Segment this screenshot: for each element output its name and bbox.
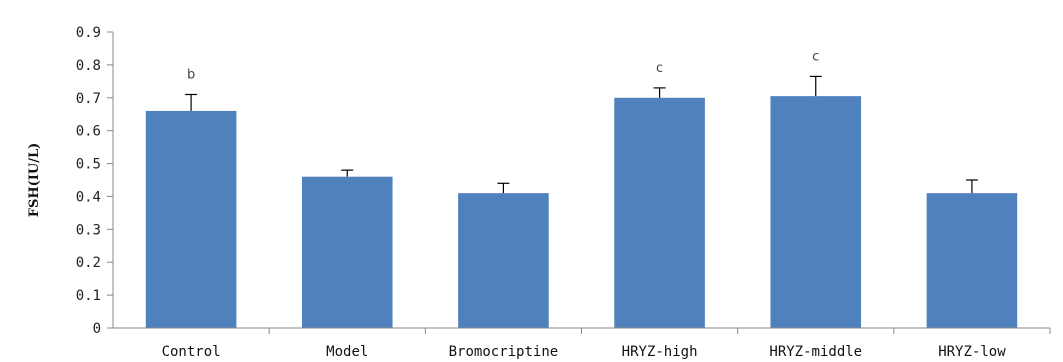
bar [145,110,237,328]
bars: b c c [145,49,1018,329]
x-tick-label: HRYZ-low [938,344,1006,360]
y-axis: 0 0.1 0.2 0.3 0.4 0.5 0.6 0.7 0.8 0.9 [76,25,114,337]
y-axis-title: FSH(IU/L) [27,143,42,218]
significance-label: b [187,67,195,82]
bar [301,176,393,328]
y-tick-label: 0.8 [76,58,101,74]
y-tick-label: 0.5 [76,157,101,173]
x-tick-label: Control [162,344,221,360]
y-tick-label: 0.6 [76,124,101,140]
y-tick-label: 0.1 [76,288,101,304]
y-tick-label: 0.9 [76,25,101,41]
x-tick-label: Bromocriptine [449,344,559,360]
y-tick-label: 0.7 [76,91,101,107]
significance-label: c [812,49,819,64]
x-tick-label: HRYZ-middle [769,344,862,360]
x-axis: Control Model Bromocriptine HRYZ-high HRYZ-m… [113,327,1051,360]
x-tick-label: Model [326,344,368,360]
x-tick-label: HRYZ-high [622,344,698,360]
bar [614,97,705,329]
y-tick-label: 0 [93,321,101,337]
bar [926,193,1018,328]
significance-label: c [656,61,663,76]
y-tick-label: 0.4 [76,189,101,205]
y-tick-label: 0.3 [76,222,101,238]
bar [770,96,862,328]
bar [458,193,549,328]
y-tick-label: 0.2 [76,255,101,271]
